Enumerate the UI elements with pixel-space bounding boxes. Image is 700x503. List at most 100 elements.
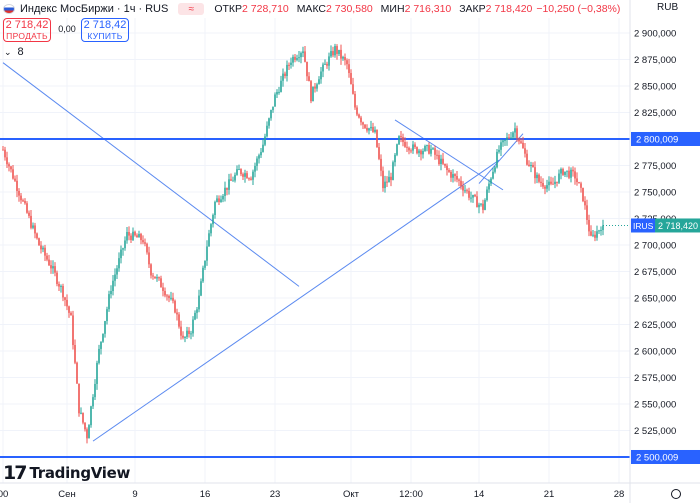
- sell-button[interactable]: 2 718,42 ПРОДАТЬ: [3, 18, 51, 42]
- candle-body: [182, 335, 184, 338]
- open-value: 2 728,710: [242, 3, 289, 15]
- candle-body: [212, 215, 214, 225]
- candle-body: [248, 178, 250, 180]
- ohlc-values: ОТКР2 728,710 МАКС2 730,580 МИН2 716,310…: [210, 3, 621, 15]
- candle-body: [82, 412, 84, 423]
- candle-body: [540, 181, 542, 183]
- candle-body: [430, 148, 432, 154]
- candle-body: [154, 276, 156, 279]
- candle-body: [398, 136, 400, 145]
- candle-body: [232, 180, 234, 182]
- price-tick-label: 2 575,000: [634, 373, 676, 384]
- candle-body: [252, 171, 254, 180]
- candle-body: [34, 225, 36, 234]
- candle-body: [542, 182, 544, 187]
- candle-body: [444, 163, 446, 166]
- candle-body: [190, 333, 192, 335]
- time-axis[interactable]: 00 Сен 9 16 23 Окт 12:00 14 21 28: [0, 489, 624, 500]
- candle-body: [150, 264, 152, 276]
- gear-icon[interactable]: [671, 489, 681, 499]
- candle-body: [208, 233, 210, 247]
- candle-body: [260, 151, 262, 156]
- candle-body: [348, 64, 350, 74]
- candle-body: [590, 231, 592, 236]
- trendline[interactable]: [2, 62, 300, 287]
- price-tick-label: 2 550,000: [634, 400, 676, 411]
- candle-body: [554, 181, 556, 184]
- interval[interactable]: 1ч: [123, 3, 136, 15]
- horizontal-levels[interactable]: [0, 137, 630, 458]
- candle-body: [110, 291, 112, 295]
- trendlines[interactable]: [2, 62, 524, 442]
- candle-body: [368, 128, 370, 131]
- trendline[interactable]: [394, 119, 504, 191]
- candle-body: [4, 149, 6, 158]
- candle-body: [96, 362, 98, 384]
- tradingview-wordmark: TradingView: [29, 464, 131, 482]
- candle-body: [200, 281, 202, 296]
- currency-label[interactable]: RUB: [657, 2, 679, 13]
- candle-body: [58, 283, 60, 287]
- candle-body: [502, 140, 504, 143]
- candle-body: [370, 126, 372, 129]
- candle-body: [170, 297, 172, 299]
- candle-body: [450, 171, 452, 178]
- candle-body: [334, 46, 336, 56]
- level-price-tag: [631, 131, 700, 146]
- candle-body: [180, 326, 182, 336]
- compare-icon[interactable]: ≈: [178, 3, 205, 15]
- candle-body: [276, 91, 278, 95]
- level-price-tag-label: 2 800,009: [636, 134, 678, 145]
- buy-button[interactable]: 2 718,42 КУПИТЬ: [81, 18, 129, 42]
- separator-dot: ·: [138, 3, 143, 15]
- candle-body: [144, 242, 146, 244]
- price-tick-label: 2 900,000: [634, 29, 676, 40]
- candle-body: [8, 164, 10, 167]
- indicators-toggle[interactable]: ⌄ 8: [4, 46, 24, 58]
- candle-body: [544, 186, 546, 189]
- candle-body: [594, 234, 596, 238]
- candle-body: [132, 231, 134, 241]
- candle-body: [410, 150, 412, 152]
- candle-body: [210, 224, 212, 234]
- candle-body: [400, 136, 402, 138]
- candle-body: [478, 204, 480, 208]
- candle-body: [376, 129, 378, 148]
- candle-body: [78, 383, 80, 414]
- candle-body: [306, 61, 308, 77]
- candle-body: [422, 150, 424, 155]
- trendline[interactable]: [478, 133, 524, 184]
- candle-body: [524, 148, 526, 154]
- tradingview-logo: 17 TradingView: [3, 462, 130, 484]
- candle-body: [198, 295, 200, 310]
- candle-body: [558, 173, 560, 183]
- candle-body: [98, 348, 100, 363]
- candle-body: [192, 319, 194, 334]
- candle-body: [76, 362, 78, 384]
- candle-body: [234, 174, 236, 181]
- candle-body: [124, 240, 126, 249]
- candle-body: [16, 180, 18, 191]
- candle-body: [112, 280, 114, 292]
- candle-body: [302, 51, 304, 54]
- candle-body: [406, 146, 408, 148]
- candle-body: [272, 106, 274, 111]
- candle-body: [104, 321, 106, 334]
- candle-body: [362, 122, 364, 125]
- level-price-tag: [631, 449, 700, 464]
- candle-body: [436, 154, 438, 156]
- trendline[interactable]: [92, 159, 500, 442]
- candle-body: [384, 181, 386, 189]
- symbol-name[interactable]: Индекс МосБиржи: [20, 3, 114, 15]
- price-tick-label: 2 875,000: [634, 55, 676, 66]
- candle-body: [84, 422, 86, 430]
- candle-body: [480, 203, 482, 205]
- candle-body: [160, 278, 162, 288]
- high-label: МАКС: [296, 3, 327, 15]
- candle-body: [280, 80, 282, 92]
- candle-body: [512, 132, 514, 138]
- candle-body: [94, 383, 96, 398]
- candle-body: [538, 174, 540, 182]
